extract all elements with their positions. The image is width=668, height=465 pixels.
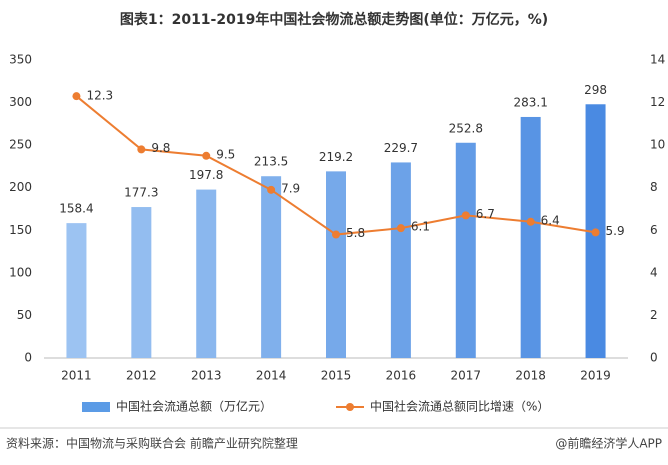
bar-value-label: 283.1: [513, 95, 547, 109]
source: 资料来源：中国物流与采购联合会 前瞻产业研究院整理: [6, 436, 298, 451]
x-tick-label: 2016: [386, 369, 417, 383]
x-tick-label: 2014: [256, 369, 287, 383]
line-value-label: 7.9: [281, 181, 300, 195]
x-tick-label: 2011: [61, 369, 92, 383]
y2-tick-label: 8: [650, 180, 658, 194]
y-tick-label: 50: [17, 308, 32, 322]
line-point: [72, 92, 81, 101]
bar: [520, 116, 541, 358]
line-point: [461, 211, 470, 220]
y2-tick-label: 4: [650, 265, 658, 279]
y-tick-label: 250: [9, 138, 32, 152]
y2-tick-label: 2: [650, 308, 658, 322]
bar-value-label: 177.3: [124, 186, 158, 200]
y2-tick-label: 0: [650, 351, 658, 365]
legend-label: 中国社会流通总额同比增速（%）: [370, 399, 549, 414]
bar-value-label: 298: [584, 83, 607, 97]
x-tick-label: 2013: [191, 369, 222, 383]
x-tick-label: 2018: [515, 369, 546, 383]
bar: [196, 189, 217, 358]
line-point: [137, 145, 146, 154]
line-value-label: 9.8: [151, 141, 170, 155]
y-tick-label: 100: [9, 265, 32, 279]
line-value-label: 12.3: [86, 89, 113, 103]
line-value-label: 6.7: [476, 207, 495, 221]
y2-tick-label: 12: [650, 95, 665, 109]
y-tick-label: 150: [9, 223, 32, 237]
line-value-label: 6.4: [541, 213, 560, 227]
line-point: [202, 151, 211, 160]
x-tick-label: 2017: [451, 369, 482, 383]
legend-swatch-point: [346, 403, 354, 411]
bar: [455, 142, 476, 358]
y2-tick-label: 14: [650, 53, 665, 67]
bar-value-label: 197.8: [189, 168, 223, 182]
line-point: [332, 230, 340, 239]
bar: [390, 162, 411, 358]
line-value-label: 5.9: [606, 224, 625, 238]
x-tick-label: 2019: [580, 369, 611, 383]
bar: [326, 171, 346, 358]
legend-label: 中国社会流通总额（万亿元）: [116, 399, 272, 414]
y2-tick-label: 10: [650, 138, 665, 152]
bar: [66, 223, 87, 358]
y-tick-label: 0: [24, 351, 32, 365]
y-tick-label: 300: [9, 95, 32, 109]
legend-swatch: [82, 402, 110, 412]
bar-value-label: 158.4: [59, 202, 93, 216]
line-value-label: 6.1: [411, 220, 430, 234]
line-point: [591, 228, 600, 237]
x-tick-label: 2012: [126, 369, 157, 383]
bar-value-label: 219.2: [319, 150, 353, 164]
bar-value-label: 229.7: [384, 141, 418, 155]
line-value-label: 9.5: [216, 147, 235, 161]
line-point: [396, 224, 405, 233]
bar: [261, 176, 282, 358]
bar: [131, 207, 152, 358]
y-tick-label: 200: [9, 180, 32, 194]
line-value-label: 5.8: [346, 226, 365, 240]
chart-title: 图表1：2011-2019年中国社会物流总额走势图(单位：万亿元，%): [120, 11, 548, 28]
line-point: [267, 185, 276, 194]
bar-value-label: 252.8: [449, 121, 483, 135]
bar-value-label: 213.5: [254, 155, 288, 169]
line-point: [526, 217, 535, 226]
credit: @前瞻经济学人APP: [555, 436, 662, 451]
x-tick-label: 2015: [321, 369, 352, 383]
y-tick-label: 350: [9, 53, 32, 67]
y2-tick-label: 6: [650, 223, 658, 237]
